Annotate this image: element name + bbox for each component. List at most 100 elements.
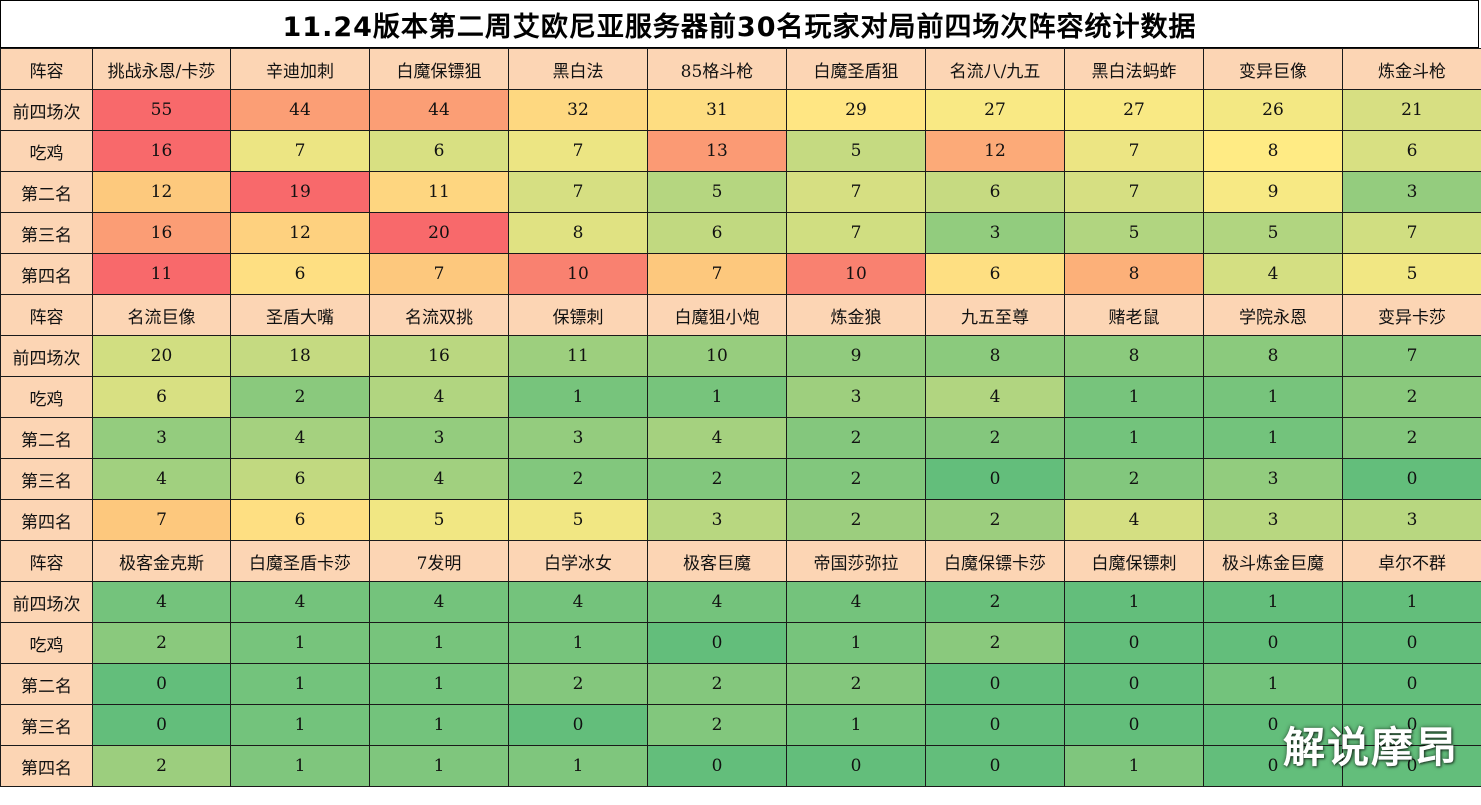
value-cell: 2 (230, 376, 370, 418)
value-cell: 0 (508, 704, 648, 746)
value-cell: 0 (1203, 622, 1343, 664)
value-cell: 0 (1064, 663, 1204, 705)
value-cell: 1 (369, 622, 509, 664)
value-cell: 2 (786, 499, 926, 541)
value-cell: 16 (369, 335, 509, 377)
value-cell: 0 (647, 745, 787, 787)
value-cell: 4 (369, 581, 509, 623)
value-cell: 1 (508, 745, 648, 787)
value-cell: 4 (508, 581, 648, 623)
comp-name-cell: 白魔保镖狙 (369, 48, 509, 90)
header-row: 阵容 极客金克斯 白魔圣盾卡莎 7发明 白学冰女 极客巨魔 帝国莎弥拉 白魔保镖卡莎 白魔保镖刺… (0, 540, 1481, 582)
watermark: 解说摩昂 (1282, 723, 1459, 772)
value-cell: 2 (925, 622, 1065, 664)
data-row: 第二名 3 4 3 3 4 2 2 1 1 2 (0, 417, 1481, 459)
value-cell: 2 (92, 745, 231, 787)
value-cell: 4 (647, 417, 787, 459)
value-cell: 18 (230, 335, 370, 377)
comp-name-cell: 7发明 (369, 540, 509, 582)
value-cell: 2 (647, 458, 787, 500)
value-cell: 29 (786, 89, 926, 131)
value-cell: 1 (1203, 417, 1343, 459)
value-cell: 6 (1342, 130, 1481, 172)
value-cell: 0 (1064, 622, 1204, 664)
data-row: 第三名 0 1 1 0 2 1 0 0 0 0 (0, 704, 1481, 746)
value-cell: 31 (647, 89, 787, 131)
value-cell: 4 (230, 581, 370, 623)
value-cell: 7 (230, 130, 370, 172)
value-cell: 2 (786, 458, 926, 500)
value-cell: 5 (647, 171, 787, 213)
value-cell: 3 (1203, 499, 1343, 541)
row-label-cell: 第三名 (0, 458, 93, 500)
value-cell: 1 (786, 704, 926, 746)
value-cell: 6 (925, 171, 1065, 213)
value-cell: 7 (369, 253, 509, 295)
comp-name-cell: 白魔狙小炮 (647, 294, 787, 336)
header-row: 阵容 名流巨像 圣盾大嘴 名流双挑 保镖刺 白魔狙小炮 炼金狼 九五至尊 赌老鼠 学院永恩 变异卡莎 (0, 294, 1481, 336)
value-cell: 2 (925, 499, 1065, 541)
value-cell: 8 (1064, 335, 1204, 377)
value-cell: 7 (1064, 130, 1204, 172)
value-cell: 1 (369, 704, 509, 746)
row-label-cell: 前四场次 (0, 335, 93, 377)
data-row: 第四名 11 6 7 10 7 10 6 8 4 5 (0, 253, 1481, 295)
row-label-cell: 吃鸡 (0, 376, 93, 418)
value-cell: 4 (1064, 499, 1204, 541)
value-cell: 8 (508, 212, 648, 254)
value-cell: 8 (925, 335, 1065, 377)
value-cell: 20 (92, 335, 231, 377)
value-cell: 11 (369, 171, 509, 213)
value-cell: 55 (92, 89, 231, 131)
value-cell: 4 (1203, 253, 1343, 295)
value-cell: 32 (508, 89, 648, 131)
value-cell: 0 (1342, 622, 1481, 664)
value-cell: 3 (786, 376, 926, 418)
row-label-cell: 吃鸡 (0, 622, 93, 664)
value-cell: 7 (786, 212, 926, 254)
comp-name-cell: 85格斗枪 (647, 48, 787, 90)
row-label-cell: 第四名 (0, 745, 93, 787)
value-cell: 3 (647, 499, 787, 541)
value-cell: 0 (925, 458, 1065, 500)
value-cell: 5 (1064, 212, 1204, 254)
value-cell: 0 (1342, 704, 1481, 746)
value-cell: 0 (925, 745, 1065, 787)
value-cell: 0 (786, 745, 926, 787)
value-cell: 7 (1064, 171, 1204, 213)
value-cell: 4 (925, 376, 1065, 418)
value-cell: 5 (1203, 212, 1343, 254)
comp-name-cell: 赌老鼠 (1064, 294, 1204, 336)
value-cell: 1 (1064, 417, 1204, 459)
stats-table: 阵容 挑战永恩/卡莎 辛迪加刺 白魔保镖狙 黑白法 85格斗枪 白魔圣盾狙 名流八/九五 黑白法… (0, 48, 1481, 787)
value-cell: 10 (786, 253, 926, 295)
data-row: 第二名 0 1 1 2 2 2 0 0 1 0 (0, 663, 1481, 705)
value-cell: 2 (1342, 376, 1481, 418)
value-cell: 3 (369, 417, 509, 459)
value-cell: 5 (369, 499, 509, 541)
value-cell: 4 (647, 581, 787, 623)
comp-name-cell: 九五至尊 (925, 294, 1065, 336)
value-cell: 2 (925, 581, 1065, 623)
value-cell: 10 (508, 253, 648, 295)
value-cell: 0 (1203, 745, 1343, 787)
value-cell: 4 (369, 458, 509, 500)
value-cell: 2 (508, 458, 648, 500)
value-cell: 19 (230, 171, 370, 213)
value-cell: 12 (92, 171, 231, 213)
value-cell: 2 (1342, 417, 1481, 459)
data-row: 吃鸡 2 1 1 1 0 1 2 0 0 0 (0, 622, 1481, 664)
comp-name-cell: 名流巨像 (92, 294, 231, 336)
value-cell: 2 (786, 663, 926, 705)
value-cell: 3 (92, 417, 231, 459)
value-cell: 6 (230, 458, 370, 500)
value-cell: 2 (92, 622, 231, 664)
value-cell: 11 (508, 335, 648, 377)
comp-name-cell: 黑白法 (508, 48, 648, 90)
comp-name-cell: 极客巨魔 (647, 540, 787, 582)
value-cell: 0 (1203, 704, 1343, 746)
value-cell: 4 (92, 581, 231, 623)
data-row: 第三名 16 12 20 8 6 7 3 5 5 7 (0, 212, 1481, 254)
row-label-cell: 吃鸡 (0, 130, 93, 172)
comp-name-cell: 辛迪加刺 (230, 48, 370, 90)
